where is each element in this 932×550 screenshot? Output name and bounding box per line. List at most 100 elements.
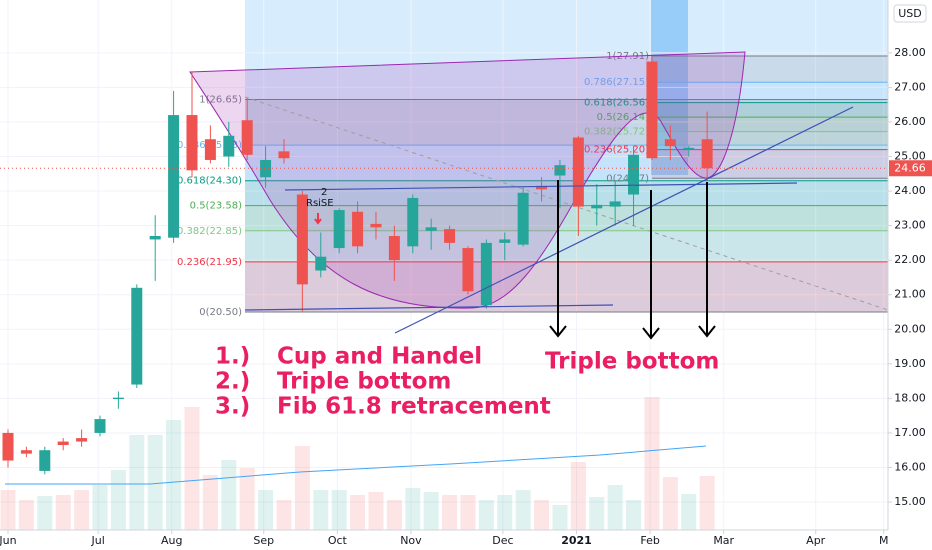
annotation: Fib 61.8 retracement (277, 394, 551, 420)
candle-body (370, 223, 382, 228)
volume-bar (37, 496, 53, 530)
currency-box (893, 4, 927, 23)
arrow-head (549, 325, 567, 338)
volume-bar (552, 505, 568, 530)
x-tick-label: Jun (0, 534, 17, 547)
fib-label: 0.382(22.85) (177, 226, 242, 237)
fib-band (652, 117, 888, 132)
annotation: 1.) (215, 344, 250, 370)
volume-bar (405, 488, 421, 530)
candle-body (646, 61, 658, 159)
candle-body (701, 139, 713, 169)
volume-bar (110, 470, 126, 530)
candle-body (112, 397, 124, 400)
volume-bar (92, 485, 108, 530)
y-tick-label: 25.00 (894, 150, 926, 163)
volume-bar (607, 485, 623, 530)
annotation: Triple bottom (545, 349, 719, 375)
candle-body (131, 287, 143, 385)
candle-body (425, 227, 437, 231)
volume-bar (386, 500, 402, 530)
cup-shape (189, 51, 746, 309)
annotation: Cup and Handel (277, 344, 482, 370)
trend-line (244, 304, 614, 311)
candle-body (168, 115, 180, 238)
annotation: Triple bottom (277, 369, 451, 395)
candle-body (480, 242, 492, 306)
candle-body (388, 235, 400, 261)
candle-body (664, 139, 676, 147)
volume-bar (258, 490, 274, 530)
candle-body (315, 256, 327, 271)
candle-body (223, 135, 235, 157)
volume-bar (534, 500, 550, 530)
candle-body (241, 120, 253, 155)
volume-bar (442, 495, 458, 530)
candle-body (76, 438, 88, 442)
x-tick-label: Aug (161, 534, 182, 547)
candle-body (278, 151, 290, 159)
fib-label: 0.5(23.58) (190, 201, 242, 212)
volume-bar (221, 460, 237, 530)
volume-bar (350, 495, 366, 530)
volume-bar (166, 420, 182, 530)
candle-body (260, 159, 272, 178)
fib-label: 0.618(24.30) (177, 176, 242, 187)
fib-label: 0.786(27.15) (584, 77, 649, 88)
fib-label: 0.236(25.20) (584, 145, 649, 156)
volume-bar (681, 494, 697, 530)
fib-band (245, 99, 888, 146)
y-tick-label: 19.00 (894, 357, 926, 370)
candle-body (591, 204, 603, 209)
fib-trend-line (244, 96, 889, 311)
fib-band (245, 261, 888, 312)
arrows (549, 180, 716, 340)
volume-bar (644, 397, 660, 530)
trend-line (284, 182, 798, 191)
fib-band (245, 145, 888, 181)
x-tick-label: 2021 (561, 534, 592, 547)
volume-bar (589, 497, 605, 530)
candles (2, 56, 713, 475)
signal-count: 2 (321, 187, 327, 198)
fib-label: 0.382(25.72) (584, 127, 649, 138)
x-tick-label: Dec (492, 534, 513, 547)
volume-bar (18, 500, 34, 530)
fib-label: 0(24.37) (606, 173, 649, 184)
candle-body (628, 154, 640, 195)
fib-band (652, 55, 888, 83)
y-tick-label: 28.00 (894, 46, 926, 59)
x-tick-label: M (879, 534, 889, 547)
volume-bar (515, 490, 531, 530)
y-tick-label: 17.00 (894, 426, 926, 439)
volume-bar (423, 492, 439, 530)
y-tick-label: 16.00 (894, 460, 926, 473)
fib-label: 1(26.65) (199, 95, 242, 106)
fib-label: 0(20.50) (199, 307, 242, 318)
y-tick-label: 20.00 (894, 322, 926, 335)
currency: USD (898, 7, 922, 20)
annotation: 2.) (215, 369, 250, 395)
candle-body (572, 137, 584, 207)
arrow-head (698, 325, 716, 338)
fib-band (652, 102, 888, 118)
volume-bar (239, 468, 255, 530)
x-tick-label: Apr (806, 534, 826, 547)
annotation: 3.) (215, 394, 250, 420)
fib-label: 0.618(26.56) (584, 98, 649, 109)
candle-body (462, 248, 474, 292)
candle-body (149, 235, 161, 240)
fib-label: 0.5(26.14) (597, 112, 649, 123)
x-tick-label: Nov (400, 534, 422, 547)
candle-body (536, 185, 548, 190)
signal-arrow (314, 213, 322, 225)
x-tick-label: Oct (328, 534, 348, 547)
volume-bar (368, 492, 384, 530)
candle-body (407, 197, 419, 247)
volume-ma (5, 445, 707, 485)
x-tick-label: Mar (713, 534, 734, 547)
fib-band (245, 180, 888, 206)
candle-body (352, 211, 364, 247)
volume-bar (0, 490, 16, 530)
candle-body (57, 441, 69, 446)
